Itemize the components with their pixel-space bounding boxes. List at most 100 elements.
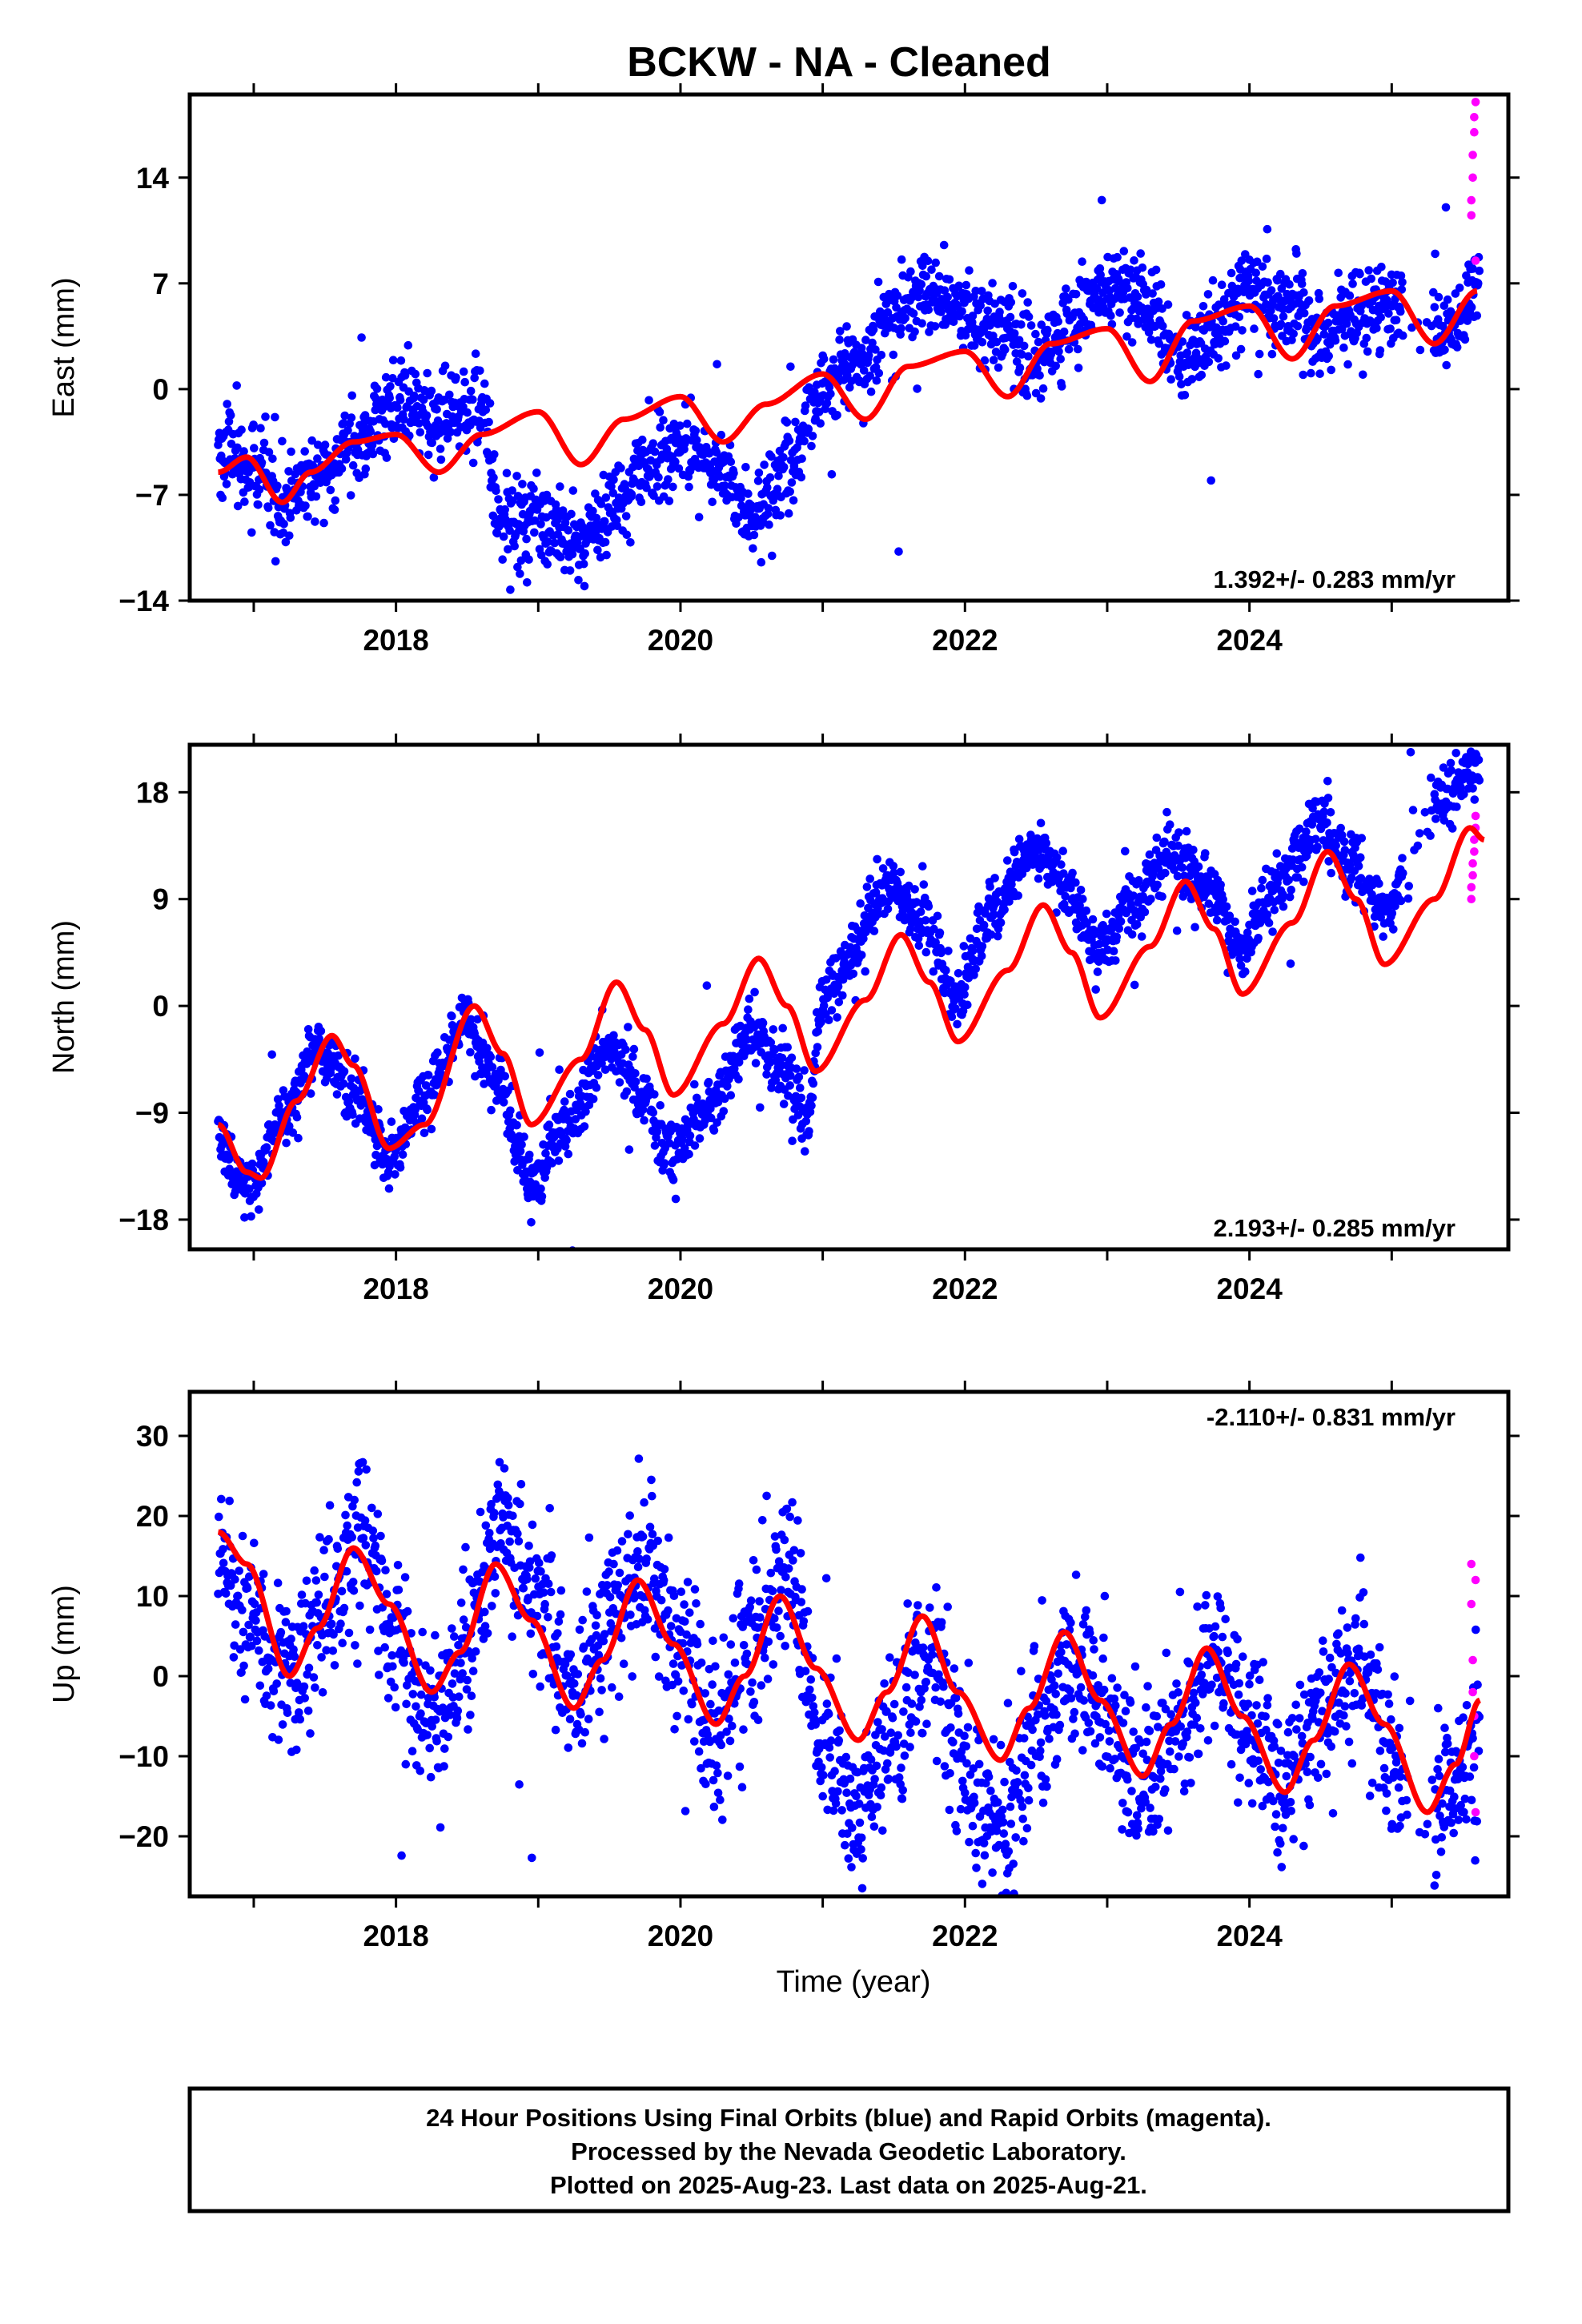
final-orbit-point <box>1307 368 1315 378</box>
final-orbit-point <box>1292 249 1301 258</box>
final-orbit-point <box>648 439 658 448</box>
final-orbit-point <box>339 1079 348 1088</box>
final-orbit-point <box>808 1093 817 1102</box>
final-orbit-point <box>753 476 763 485</box>
final-orbit-point <box>619 1659 628 1668</box>
final-orbit-point <box>341 455 351 464</box>
final-orbit-point <box>970 341 979 350</box>
final-orbit-point <box>1323 318 1333 328</box>
final-orbit-point <box>347 1074 356 1084</box>
final-orbit-point <box>1269 314 1279 323</box>
final-orbit-point <box>568 486 578 495</box>
final-orbit-point <box>398 1150 408 1159</box>
final-orbit-point <box>978 338 987 347</box>
final-orbit-point <box>370 1160 379 1170</box>
final-orbit-point <box>1263 910 1272 919</box>
final-orbit-point <box>626 538 635 547</box>
final-orbit-point <box>986 883 994 891</box>
y-axis-label: East (mm) <box>47 277 81 417</box>
final-orbit-point <box>423 1105 432 1115</box>
final-orbit-point <box>1276 269 1285 279</box>
final-orbit-point <box>396 356 406 365</box>
final-orbit-point <box>281 537 291 547</box>
final-orbit-point <box>1359 370 1367 380</box>
final-orbit-point <box>707 465 717 475</box>
final-orbit-point <box>313 454 322 463</box>
final-orbit-point <box>362 1465 371 1474</box>
final-orbit-point <box>600 1630 609 1638</box>
final-orbit-point <box>1054 317 1062 326</box>
final-orbit-point <box>428 1722 436 1731</box>
final-orbit-point <box>456 1598 466 1607</box>
final-orbit-point <box>396 1163 405 1172</box>
final-orbit-point <box>304 1663 314 1673</box>
final-orbit-point <box>685 1131 695 1140</box>
final-orbit-point <box>1279 304 1287 314</box>
final-orbit-point <box>555 1065 564 1074</box>
final-orbit-point <box>628 1052 637 1061</box>
final-orbit-point <box>302 1059 311 1068</box>
final-orbit-point <box>1158 892 1166 901</box>
rapid-orbit-point <box>1468 858 1477 868</box>
final-orbit-point <box>625 1511 634 1520</box>
final-orbit-points <box>214 747 1484 1249</box>
final-orbit-point <box>631 1069 640 1078</box>
final-orbit-point <box>301 501 310 510</box>
final-orbit-point <box>1326 808 1335 817</box>
final-orbit-point <box>779 1100 789 1108</box>
x-tick-label: 2024 <box>1216 1273 1283 1305</box>
final-orbit-point <box>693 436 701 444</box>
final-orbit-point <box>613 1581 623 1590</box>
final-orbit-point <box>493 1480 503 1490</box>
final-orbit-point <box>942 966 950 975</box>
final-orbit-point <box>762 1070 771 1079</box>
final-orbit-point <box>1115 308 1124 317</box>
final-orbit-point <box>310 1566 319 1575</box>
final-orbit-point <box>575 1625 584 1634</box>
final-orbit-point <box>778 1023 787 1033</box>
final-orbit-point <box>584 1533 594 1542</box>
final-orbit-point <box>994 931 1002 941</box>
final-orbit-point <box>1031 329 1040 339</box>
final-orbit-point <box>311 1683 319 1692</box>
final-orbit-point <box>517 1140 526 1149</box>
final-orbit-point <box>1243 954 1251 963</box>
final-orbit-point <box>600 1065 610 1074</box>
final-orbit-point <box>694 513 704 522</box>
final-orbit-point <box>564 1743 573 1752</box>
final-orbit-point <box>433 1080 443 1088</box>
rapid-orbit-point <box>1467 195 1476 205</box>
final-orbit-point <box>958 307 966 316</box>
final-orbit-point <box>992 337 1002 347</box>
final-orbit-point <box>483 1629 492 1638</box>
final-orbit-point <box>581 1107 590 1116</box>
final-orbit-point <box>391 1703 400 1712</box>
final-orbit-point <box>693 1093 701 1103</box>
final-orbit-point <box>1284 875 1293 885</box>
final-orbit-point <box>367 440 377 449</box>
final-orbit-point <box>416 1767 425 1775</box>
final-orbit-point <box>917 279 926 289</box>
final-orbit-point <box>1038 384 1048 393</box>
final-orbit-point <box>303 512 312 521</box>
final-orbit-point <box>591 1621 600 1630</box>
final-orbit-point <box>1212 915 1222 925</box>
final-orbit-point <box>1102 909 1111 919</box>
final-orbit-point <box>323 613 331 621</box>
final-orbit-point <box>530 528 539 537</box>
final-orbit-point <box>429 473 439 482</box>
final-orbit-point <box>1163 300 1173 309</box>
final-orbit-point <box>480 1607 489 1617</box>
final-orbit-point <box>337 1586 347 1596</box>
final-orbit-point <box>468 458 478 468</box>
final-orbit-point <box>283 1708 292 1718</box>
final-orbit-point <box>343 426 352 435</box>
final-orbit-point <box>508 1632 516 1641</box>
final-orbit-point <box>813 1027 822 1036</box>
final-orbit-point <box>977 951 986 961</box>
final-orbit-point <box>374 1647 383 1655</box>
final-orbit-point <box>1214 354 1223 363</box>
final-orbit-point <box>1014 891 1022 900</box>
final-orbit-point <box>608 1683 616 1692</box>
final-orbit-point <box>1235 312 1244 322</box>
